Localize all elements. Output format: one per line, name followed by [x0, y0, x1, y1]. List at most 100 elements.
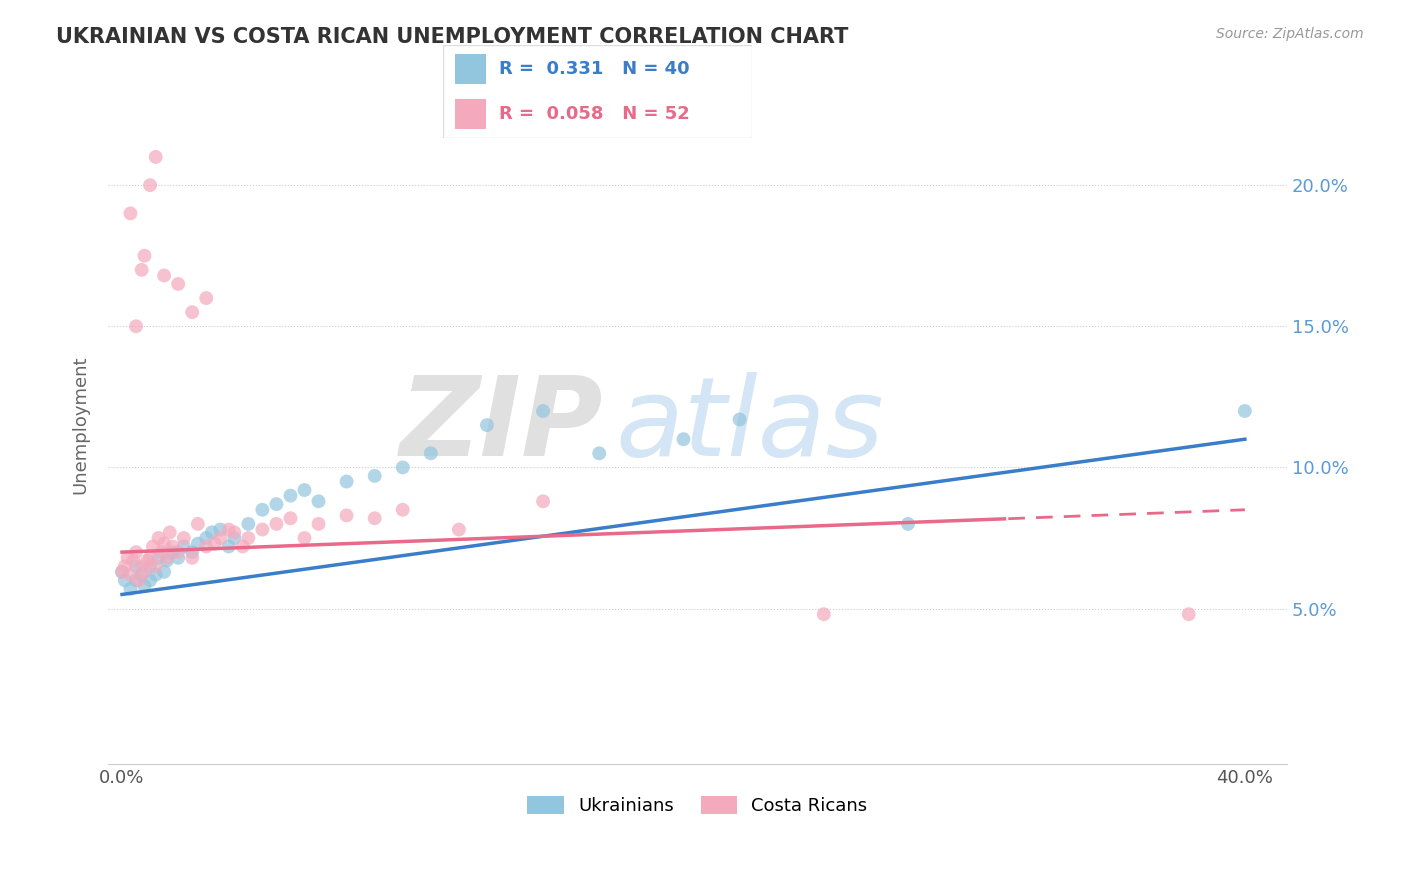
Point [156, 550, 179, 565]
Point [728, 412, 751, 426]
Point [125, 545, 148, 559]
Point [131, 567, 153, 582]
Point [224, 525, 246, 540]
Point [195, 531, 218, 545]
Point [252, 502, 274, 516]
Text: R =  0.058   N = 52: R = 0.058 N = 52 [499, 105, 689, 123]
Text: Source: ZipAtlas.com: Source: ZipAtlas.com [1216, 27, 1364, 41]
Point [294, 483, 316, 497]
Legend: Ukrainians, Costa Ricans: Ukrainians, Costa Ricans [520, 789, 875, 822]
Point [363, 511, 385, 525]
Point [173, 531, 195, 545]
Point [153, 268, 176, 283]
Point [120, 567, 142, 582]
Point [167, 277, 190, 291]
Point [201, 525, 224, 540]
Point [145, 150, 167, 164]
Point [419, 446, 441, 460]
Point [447, 523, 470, 537]
Point [167, 545, 190, 559]
Point [131, 559, 153, 574]
Text: R =  0.331   N = 40: R = 0.331 N = 40 [499, 60, 689, 78]
Point [672, 432, 695, 446]
Point [136, 553, 159, 567]
Point [195, 291, 218, 305]
Point [134, 579, 156, 593]
Point [280, 511, 302, 525]
FancyBboxPatch shape [443, 45, 752, 138]
Point [252, 523, 274, 537]
Point [266, 497, 288, 511]
Y-axis label: Unemployment: Unemployment [72, 356, 89, 494]
Point [173, 540, 195, 554]
Point [148, 531, 170, 545]
Point [159, 525, 181, 540]
Point [134, 249, 156, 263]
Point [122, 553, 145, 567]
Point [131, 263, 153, 277]
Point [125, 319, 148, 334]
Point [162, 540, 184, 554]
Point [187, 536, 209, 550]
Point [120, 582, 142, 596]
Point [336, 508, 359, 523]
Point [588, 446, 610, 460]
Point [238, 516, 260, 531]
Point [117, 550, 139, 565]
Point [391, 460, 413, 475]
Point [111, 565, 134, 579]
Point [134, 565, 156, 579]
Text: atlas: atlas [614, 372, 883, 479]
Point [195, 540, 218, 554]
Point [336, 475, 359, 489]
Point [238, 531, 260, 545]
Point [139, 178, 162, 193]
Point [148, 550, 170, 565]
Point [139, 559, 162, 574]
Point [531, 494, 554, 508]
Point [308, 516, 330, 531]
Point [167, 550, 190, 565]
Point [308, 494, 330, 508]
Point [531, 404, 554, 418]
Point [209, 531, 232, 545]
Point [204, 536, 226, 550]
Point [139, 550, 162, 565]
Point [1177, 607, 1199, 622]
Point [120, 206, 142, 220]
Point [162, 545, 184, 559]
Point [209, 523, 232, 537]
Point [181, 545, 204, 559]
Point [187, 516, 209, 531]
Point [181, 305, 204, 319]
Point [114, 559, 136, 574]
Point [150, 545, 173, 559]
Point [139, 574, 162, 588]
Point [145, 567, 167, 582]
Point [813, 607, 835, 622]
Point [153, 536, 176, 550]
Point [125, 574, 148, 588]
Point [1233, 404, 1256, 418]
Point [153, 565, 176, 579]
Point [391, 502, 413, 516]
Point [475, 418, 498, 433]
Point [280, 489, 302, 503]
FancyBboxPatch shape [456, 54, 486, 84]
Point [218, 523, 240, 537]
Point [156, 553, 179, 567]
Point [128, 574, 150, 588]
Point [125, 559, 148, 574]
Point [111, 565, 134, 579]
Point [181, 550, 204, 565]
Point [897, 516, 920, 531]
Text: UKRAINIAN VS COSTA RICAN UNEMPLOYMENT CORRELATION CHART: UKRAINIAN VS COSTA RICAN UNEMPLOYMENT CO… [56, 27, 849, 46]
Text: ZIP: ZIP [399, 372, 603, 479]
Point [266, 516, 288, 531]
Point [224, 531, 246, 545]
FancyBboxPatch shape [456, 99, 486, 129]
Point [142, 540, 165, 554]
Point [232, 540, 254, 554]
Point [218, 540, 240, 554]
Point [294, 531, 316, 545]
